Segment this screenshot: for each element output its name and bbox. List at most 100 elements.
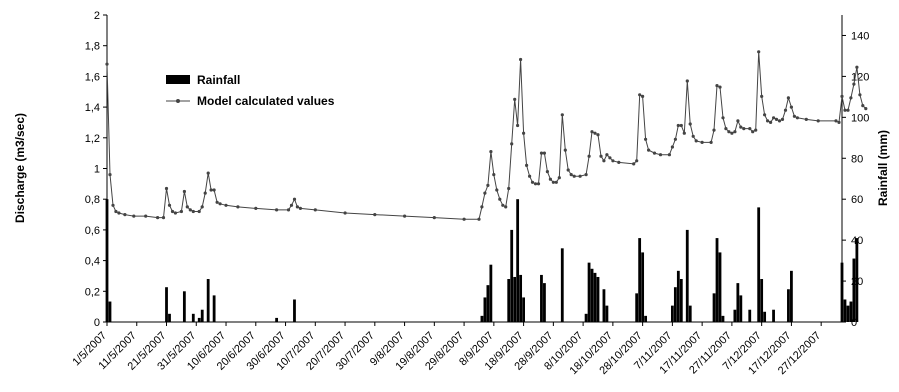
rainfall-bar [855, 238, 859, 322]
model-point [849, 96, 853, 100]
model-point [173, 211, 177, 215]
model-point [203, 191, 207, 195]
model-line [106, 51, 867, 220]
model-point [599, 154, 603, 158]
rainfall-bar [763, 311, 767, 322]
model-point [593, 131, 597, 135]
legend-rainfall-swatch [166, 75, 190, 84]
model-point [730, 131, 734, 135]
model-point [111, 203, 115, 207]
rainfall-bar [760, 279, 764, 322]
model-point [783, 108, 788, 112]
model-point [313, 208, 317, 212]
model-point [206, 171, 210, 175]
model-point [275, 208, 279, 212]
rainfall-bar [105, 199, 109, 322]
rainfall-bar [843, 299, 847, 322]
rainfall-bar [168, 313, 171, 322]
rainfall-bar [596, 276, 600, 322]
rainfall-bar [676, 270, 680, 322]
right-tick-label: 140 [851, 30, 869, 42]
model-point [292, 197, 297, 201]
model-point [777, 119, 782, 123]
model-point [519, 57, 523, 62]
rainfall-bar [519, 274, 523, 322]
rainfall-bar [182, 291, 186, 322]
model-point [403, 214, 407, 218]
legend-model-marker [176, 99, 180, 103]
model-point [167, 203, 172, 207]
model-point [489, 150, 493, 154]
model-point [855, 65, 859, 69]
model-point [286, 208, 291, 212]
model-point [492, 173, 496, 177]
rainfall-bar [712, 293, 716, 322]
rainfall-bar [516, 199, 520, 322]
model-point [117, 211, 121, 215]
rainfall-bar [644, 315, 648, 322]
model-point [289, 203, 294, 207]
left-tick-label: 0,8 [85, 194, 100, 206]
model-point [513, 97, 517, 101]
model-point [682, 131, 686, 135]
rainfall-bar [513, 276, 517, 322]
model-point [658, 153, 663, 157]
model-point [602, 159, 606, 163]
model-point [504, 205, 508, 209]
model-point [834, 119, 838, 123]
model-point [498, 197, 502, 201]
model-point [769, 120, 773, 124]
model-point [563, 148, 567, 152]
rainfall-bar [212, 295, 216, 322]
rainfall-bar [587, 262, 591, 322]
model-point [522, 131, 526, 135]
model-point [861, 104, 865, 108]
rainfall-bar [638, 238, 642, 322]
model-point [748, 127, 752, 131]
rainfall-bar [641, 252, 645, 322]
legend-rainfall-label: Rainfall [197, 73, 240, 87]
model-point [718, 85, 722, 89]
model-point [632, 162, 636, 166]
model-point [647, 148, 651, 152]
rainfall-bar [522, 297, 525, 322]
model-point [215, 200, 219, 204]
rainfall-bar [108, 301, 112, 322]
model-point [185, 205, 189, 209]
rainfall-bar [560, 248, 564, 322]
rainfall-bar [673, 287, 677, 322]
model-point [530, 180, 535, 184]
model-point [123, 213, 127, 217]
model-point [837, 120, 841, 124]
model-point [209, 188, 213, 192]
model-point [774, 117, 779, 121]
rainfall-bar [852, 258, 856, 322]
rainfall-bar [748, 309, 752, 322]
model-point [501, 203, 505, 207]
model-point [840, 94, 844, 98]
rainfall-bar [840, 262, 844, 322]
rainfall-bar [685, 229, 689, 322]
rainfall-bar [480, 315, 484, 322]
model-point [254, 206, 258, 210]
plot-area: 00,20,40,60,811,21,41,61,82 020406080100… [70, 10, 869, 377]
model-point [212, 188, 216, 192]
model-point [483, 191, 487, 195]
model-point [578, 174, 582, 178]
left-tick-label: 0,6 [85, 225, 100, 237]
right-tick-label: 120 [851, 71, 869, 83]
left-tick-group: 0 0,2 0,4 0,6 0,8 1 1,2 1,4 1,6 1,8 2 [85, 10, 107, 329]
model-point [144, 214, 148, 218]
rainfall-bar [200, 309, 204, 322]
model-point [700, 140, 704, 144]
model-point [676, 123, 680, 128]
model-point [590, 130, 594, 134]
model-point [343, 211, 347, 215]
legend: Rainfall Model calculated values [166, 73, 335, 108]
left-tick-label: 1,6 [85, 71, 100, 83]
right-tick-label: 80 [851, 153, 863, 165]
model-point [525, 163, 529, 167]
model-point [432, 216, 436, 220]
model-point [694, 139, 698, 143]
model-point [709, 140, 713, 144]
